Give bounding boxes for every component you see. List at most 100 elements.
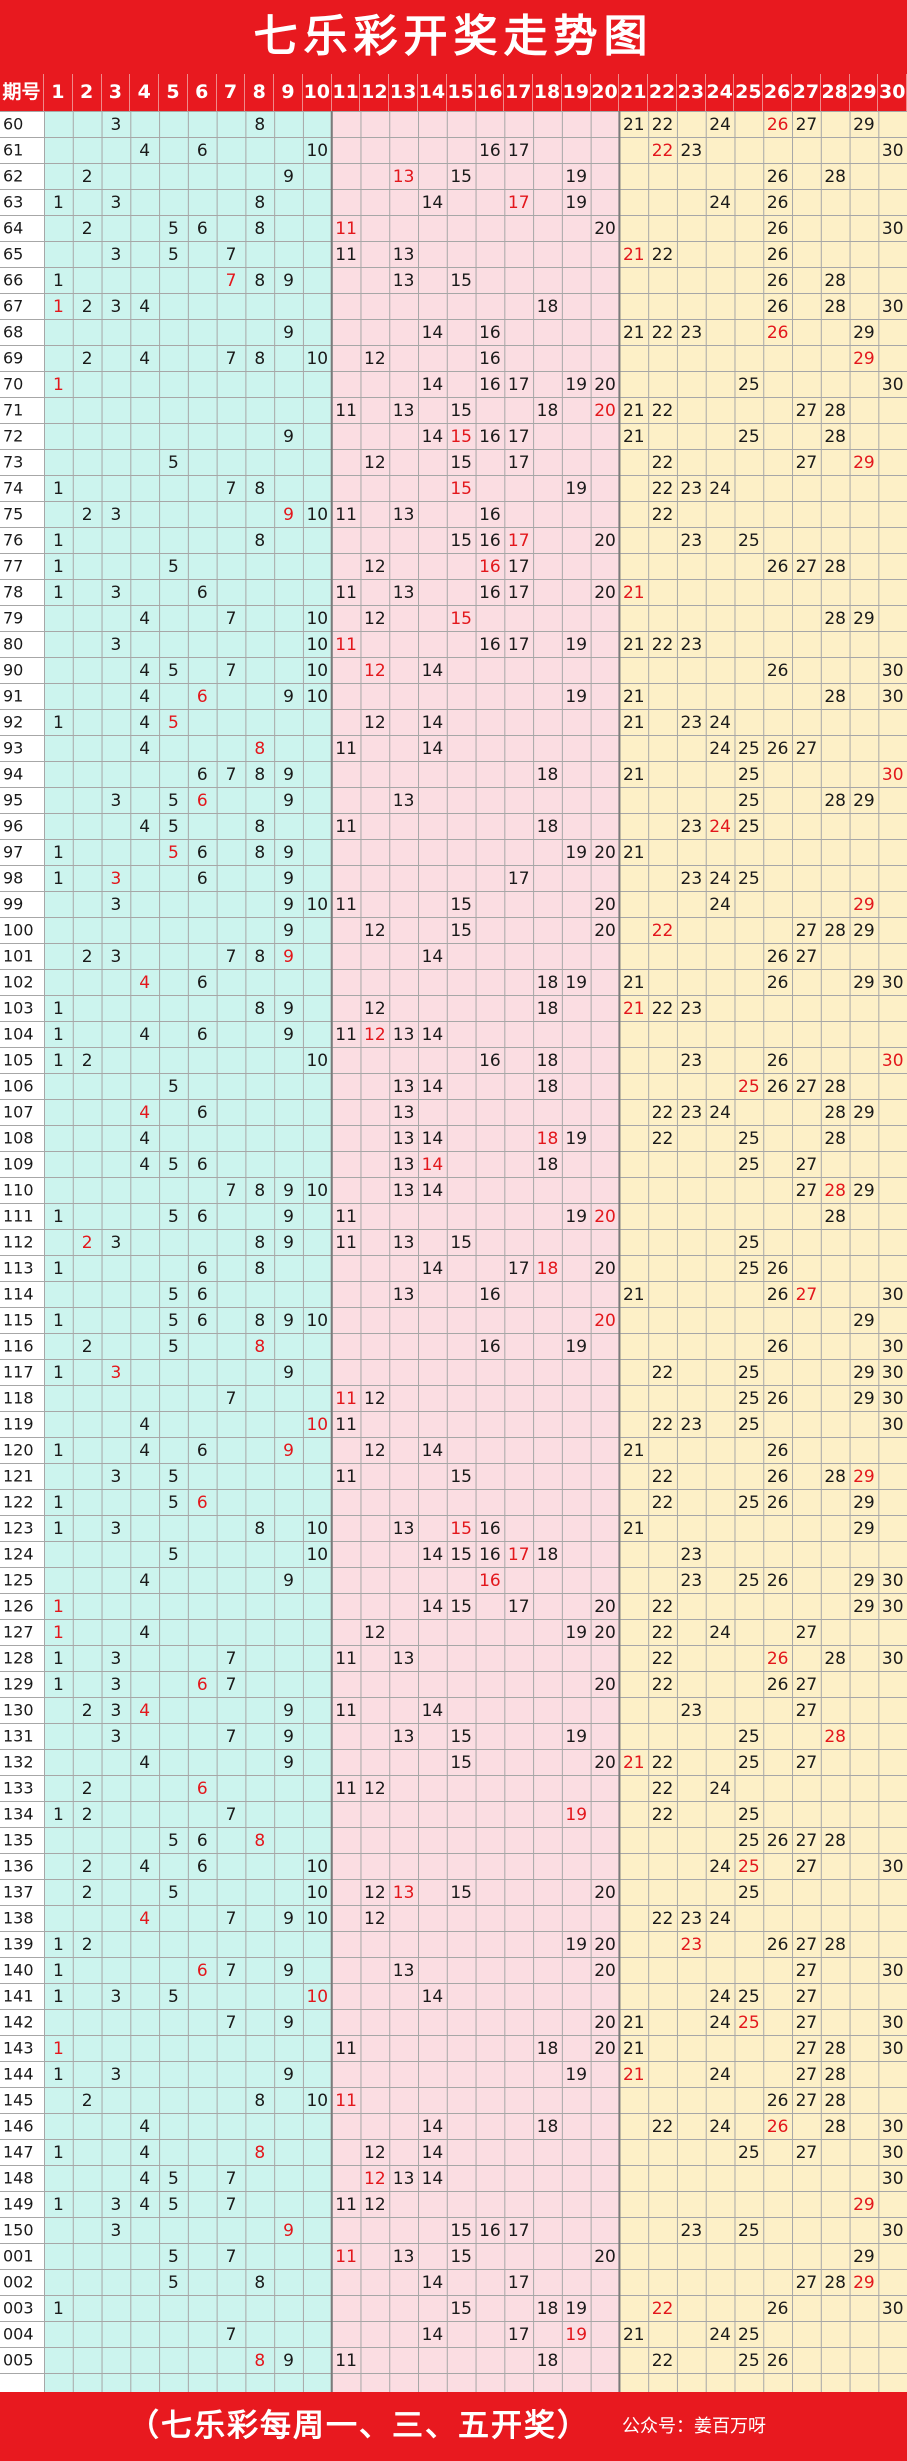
drawn-number: 3: [111, 635, 122, 655]
drawn-number: 15: [450, 1233, 472, 1253]
drawn-number: 3: [111, 1649, 122, 1669]
drawn-number: 30: [882, 2013, 904, 2033]
drawn-number: 28: [824, 1077, 846, 1097]
drawn-number: 16: [479, 375, 501, 395]
drawn-number: 15: [450, 1597, 472, 1617]
special-number: 11: [335, 635, 357, 655]
period-label: 90: [3, 661, 23, 680]
drawn-number: 14: [422, 1597, 444, 1617]
drawn-number: 17: [508, 1259, 530, 1279]
drawn-number: 10: [306, 1311, 328, 1331]
drawn-number: 24: [709, 2325, 731, 2345]
period-label: 92: [3, 713, 23, 732]
period-label: 005: [3, 2351, 34, 2370]
drawn-number: 28: [824, 297, 846, 317]
drawn-number: 7: [226, 2325, 237, 2345]
drawn-number: 4: [139, 349, 150, 369]
drawn-number: 23: [681, 635, 703, 655]
period-label: 115: [3, 1311, 34, 1330]
drawn-number: 9: [283, 1181, 294, 1201]
drawn-number: 8: [254, 1311, 265, 1331]
drawn-number: 28: [824, 2117, 846, 2137]
special-number: 4: [139, 1103, 150, 1123]
drawn-number: 29: [853, 1519, 875, 1539]
drawn-number: 4: [139, 2143, 150, 2163]
period-label: 113: [3, 1259, 34, 1278]
header-number-2: 2: [73, 74, 102, 111]
drawn-number: 17: [508, 2221, 530, 2241]
drawn-number: 14: [422, 427, 444, 447]
special-number: 26: [767, 115, 789, 135]
drawn-number: 26: [767, 1077, 789, 1097]
special-number: 20: [594, 401, 616, 421]
drawn-number: 25: [738, 1727, 760, 1747]
page-title: 七乐彩开奖走势图: [0, 0, 907, 74]
drawn-number: 16: [479, 323, 501, 343]
header-number-26: 26: [763, 74, 793, 111]
drawn-number: 21: [623, 843, 645, 863]
drawn-number: 4: [139, 1623, 150, 1643]
special-number: 4: [139, 1909, 150, 1929]
drawn-number: 27: [796, 2039, 818, 2059]
drawn-number: 13: [393, 505, 415, 525]
header-period: 期号: [0, 74, 44, 111]
special-number: 22: [652, 921, 674, 941]
special-number: 9: [283, 2221, 294, 2241]
drawn-number: 4: [139, 1571, 150, 1591]
special-number: 12: [364, 2169, 386, 2189]
special-number: 26: [767, 323, 789, 343]
drawn-number: 3: [111, 1987, 122, 2007]
drawn-number: 27: [796, 2143, 818, 2163]
drawn-number: 6: [197, 1025, 208, 1045]
drawn-number: 15: [450, 271, 472, 291]
drawn-number: 20: [594, 921, 616, 941]
drawn-number: 9: [283, 2351, 294, 2371]
period-label: 131: [3, 1727, 34, 1746]
drawn-number: 8: [254, 999, 265, 1019]
special-number: 9: [283, 947, 294, 967]
drawn-number: 7: [226, 1181, 237, 1201]
header-number-11: 11: [332, 74, 361, 111]
drawn-number: 25: [738, 1805, 760, 1825]
drawn-number: 12: [364, 1779, 386, 1799]
drawn-number: 21: [623, 635, 645, 655]
drawn-number: 13: [393, 1077, 415, 1097]
period-label: 130: [3, 1701, 34, 1720]
drawn-number: 1: [53, 869, 64, 889]
drawn-number: 3: [111, 1727, 122, 1747]
drawn-number: 20: [594, 2247, 616, 2267]
drawn-number: 14: [422, 375, 444, 395]
drawn-number: 28: [824, 791, 846, 811]
drawn-number: 25: [738, 1129, 760, 1149]
drawn-number: 14: [422, 2273, 444, 2293]
drawn-number: 17: [508, 869, 530, 889]
drawn-number: 20: [594, 1883, 616, 1903]
drawn-number: 27: [796, 1961, 818, 1981]
drawn-number: 8: [254, 1259, 265, 1279]
special-number: 6: [197, 791, 208, 811]
drawn-number: 1: [53, 583, 64, 603]
header-number-15: 15: [447, 74, 476, 111]
special-number: 1: [53, 1623, 64, 1643]
special-number: 28: [824, 1181, 846, 1201]
drawn-number: 8: [254, 817, 265, 837]
drawn-number: 15: [450, 453, 472, 473]
drawn-number: 13: [393, 1025, 415, 1045]
drawn-number: 3: [111, 193, 122, 213]
drawn-number: 9: [283, 765, 294, 785]
drawn-number: 1: [53, 1259, 64, 1279]
period-label: 98: [3, 869, 23, 888]
drawn-number: 11: [335, 817, 357, 837]
drawn-number: 4: [139, 2169, 150, 2189]
drawn-number: 22: [652, 505, 674, 525]
drawn-number: 18: [537, 2351, 559, 2371]
drawn-number: 25: [738, 1987, 760, 2007]
period-label: 129: [3, 1675, 34, 1694]
special-number: 1: [53, 2039, 64, 2059]
drawn-number: 30: [882, 1961, 904, 1981]
drawn-number: 26: [767, 1259, 789, 1279]
drawn-number: 5: [168, 1285, 179, 1305]
drawn-number: 22: [652, 1493, 674, 1513]
drawn-number: 14: [422, 1259, 444, 1279]
drawn-number: 7: [226, 2013, 237, 2033]
